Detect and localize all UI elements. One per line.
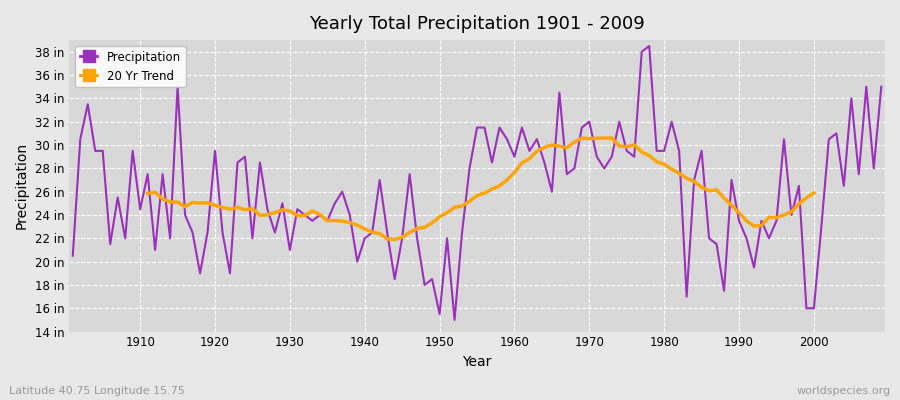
- Text: Latitude 40.75 Longitude 15.75: Latitude 40.75 Longitude 15.75: [9, 386, 184, 396]
- Y-axis label: Precipitation: Precipitation: [15, 142, 29, 230]
- Text: worldspecies.org: worldspecies.org: [796, 386, 891, 396]
- Title: Yearly Total Precipitation 1901 - 2009: Yearly Total Precipitation 1901 - 2009: [309, 15, 645, 33]
- X-axis label: Year: Year: [463, 355, 491, 369]
- Legend: Precipitation, 20 Yr Trend: Precipitation, 20 Yr Trend: [75, 46, 185, 87]
